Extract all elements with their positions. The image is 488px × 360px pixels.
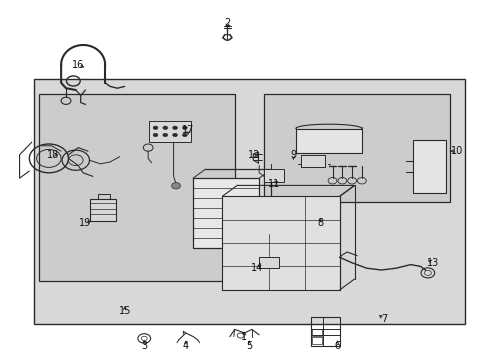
Bar bbox=[310, 317, 339, 346]
Text: 8: 8 bbox=[317, 218, 323, 228]
Circle shape bbox=[182, 126, 187, 130]
Bar bbox=[264, 94, 449, 202]
Circle shape bbox=[163, 126, 167, 130]
Text: 14: 14 bbox=[250, 263, 263, 273]
Circle shape bbox=[153, 133, 158, 137]
Text: 18: 18 bbox=[46, 150, 59, 160]
Text: 11: 11 bbox=[267, 179, 280, 189]
Text: 10: 10 bbox=[450, 146, 463, 156]
Bar bbox=[149, 121, 190, 142]
Text: 9: 9 bbox=[290, 150, 296, 160]
Circle shape bbox=[171, 183, 180, 189]
Text: 15: 15 bbox=[118, 306, 131, 316]
Text: 19: 19 bbox=[79, 218, 92, 228]
Text: 13: 13 bbox=[426, 258, 438, 268]
Circle shape bbox=[163, 133, 167, 137]
Bar bbox=[311, 337, 321, 344]
Bar bbox=[412, 140, 446, 193]
Text: 17: 17 bbox=[182, 125, 194, 135]
Bar bbox=[300, 155, 325, 167]
Text: 1: 1 bbox=[241, 332, 247, 342]
Bar bbox=[295, 129, 361, 153]
Bar bbox=[39, 94, 234, 281]
Text: 2: 2 bbox=[224, 18, 230, 28]
Circle shape bbox=[153, 126, 158, 130]
Circle shape bbox=[182, 133, 187, 137]
Text: 6: 6 bbox=[334, 341, 340, 351]
Text: 3: 3 bbox=[141, 341, 147, 351]
Bar bbox=[90, 199, 116, 221]
Bar bbox=[193, 178, 259, 248]
Bar bbox=[311, 329, 321, 336]
Bar bbox=[259, 257, 278, 268]
Bar bbox=[34, 79, 464, 324]
Bar bbox=[222, 196, 339, 290]
Circle shape bbox=[172, 126, 177, 130]
Text: 12: 12 bbox=[247, 150, 260, 160]
Text: 7: 7 bbox=[380, 314, 386, 324]
Bar bbox=[264, 169, 283, 182]
Text: 4: 4 bbox=[183, 341, 188, 351]
Text: 5: 5 bbox=[246, 341, 252, 351]
Circle shape bbox=[172, 133, 177, 137]
Text: 16: 16 bbox=[72, 60, 84, 70]
